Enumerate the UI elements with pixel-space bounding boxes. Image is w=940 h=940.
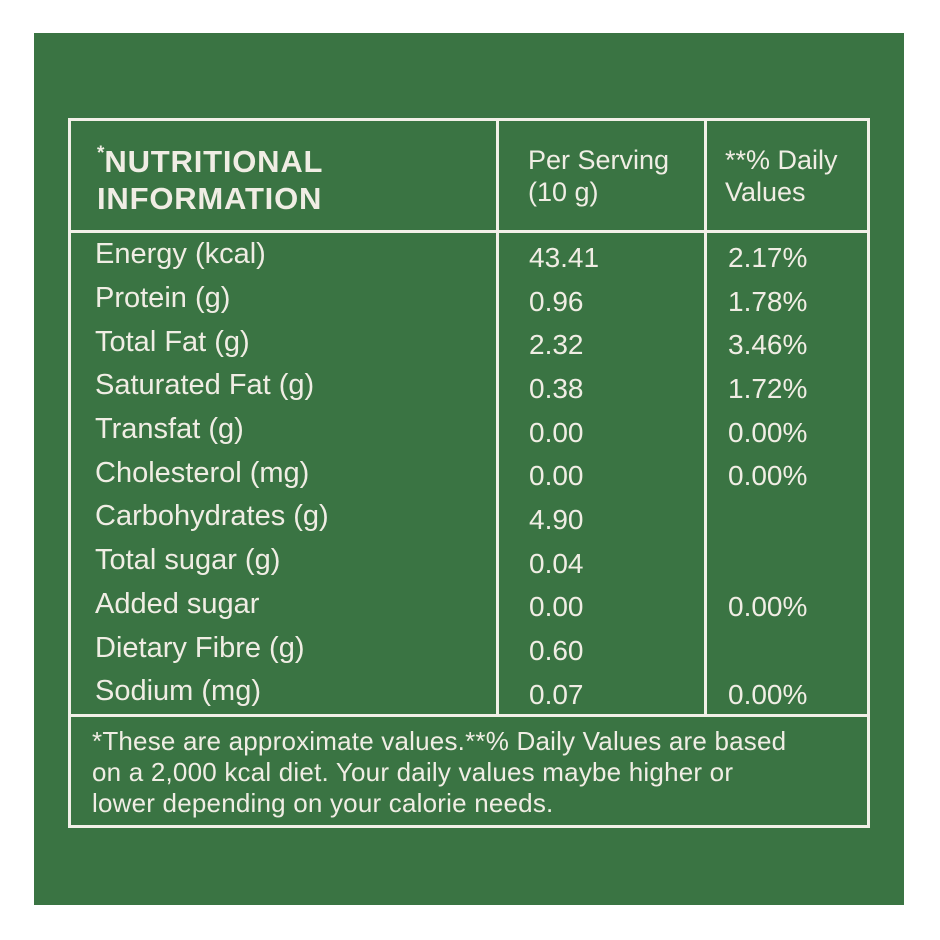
table-body: Energy (kcal) 43.41 2.17% Protein (g) 0.… — [71, 233, 867, 714]
daily-value — [704, 495, 867, 539]
column-header-daily-values: **% Daily Values — [704, 121, 867, 230]
table-title-line1: *NUTRITIONAL — [97, 135, 496, 180]
nutrient-name: Carbohydrates (g) — [95, 500, 329, 533]
per-serving-value: 0.00 — [496, 451, 704, 496]
daily-value: 0.00% — [704, 407, 867, 452]
nutrient-name: Saturated Fat (g) — [95, 369, 315, 402]
title-asterisk: * — [97, 142, 105, 164]
nutrient-name: Dietary Fibre (g) — [95, 631, 305, 664]
table-header-row: *NUTRITIONAL INFORMATION Per Serving (10… — [71, 121, 867, 233]
daily-value: 1.72% — [704, 364, 867, 408]
nutrient-name: Added sugar — [95, 587, 260, 620]
nutrition-table: *NUTRITIONAL INFORMATION Per Serving (10… — [68, 118, 870, 828]
per-serving-value: 4.90 — [496, 495, 704, 539]
footnote-line: on a 2,000 kcal diet. Your daily values … — [92, 757, 734, 787]
daily-values-header-line1: **% Daily — [725, 144, 838, 175]
per-serving-value: 0.00 — [496, 407, 704, 452]
per-serving-header-line2: (10 g) — [528, 176, 599, 207]
daily-value: 0.00% — [704, 582, 867, 627]
daily-values-header-line2: Values — [725, 176, 806, 207]
per-serving-value: 0.96 — [496, 276, 704, 321]
column-header-per-serving: Per Serving (10 g) — [496, 121, 704, 230]
nutrition-label-panel: *NUTRITIONAL INFORMATION Per Serving (10… — [34, 33, 904, 905]
nutrient-name: Energy (kcal) — [95, 238, 266, 271]
daily-value: 1.78% — [704, 276, 867, 321]
table-title-line2: INFORMATION — [97, 180, 323, 216]
table-title-text1: NUTRITIONAL — [104, 143, 324, 179]
daily-value: 0.00% — [704, 451, 867, 496]
per-serving-value: 43.41 — [496, 233, 704, 277]
daily-value: 2.17% — [704, 233, 867, 277]
daily-value — [704, 538, 867, 583]
daily-value: 3.46% — [704, 320, 867, 365]
per-serving-value: 0.60 — [496, 626, 704, 670]
nutrient-name: Protein (g) — [95, 282, 231, 315]
nutrient-name: Total sugar (g) — [95, 544, 281, 577]
per-serving-value: 0.38 — [496, 364, 704, 408]
footnote-box: *These are approximate values.**% Daily … — [71, 714, 867, 825]
per-serving-header-line1: Per Serving — [528, 144, 670, 175]
footnote-line: lower depending on your calorie needs. — [92, 788, 554, 818]
daily-value — [704, 626, 867, 670]
nutrient-name: Transfat (g) — [95, 413, 244, 446]
per-serving-value: 2.32 — [496, 320, 704, 365]
per-serving-value: 0.00 — [496, 582, 704, 627]
per-serving-value: 0.07 — [496, 669, 704, 714]
nutrient-name: Cholesterol (mg) — [95, 456, 310, 489]
per-serving-value: 0.04 — [496, 538, 704, 583]
nutrient-name: Total Fat (g) — [95, 325, 250, 358]
table-title: *NUTRITIONAL INFORMATION — [71, 121, 496, 230]
daily-value: 0.00% — [704, 669, 867, 714]
nutrient-name: Sodium (mg) — [95, 675, 261, 708]
footnote-line: *These are approximate values.**% Daily … — [92, 726, 787, 756]
